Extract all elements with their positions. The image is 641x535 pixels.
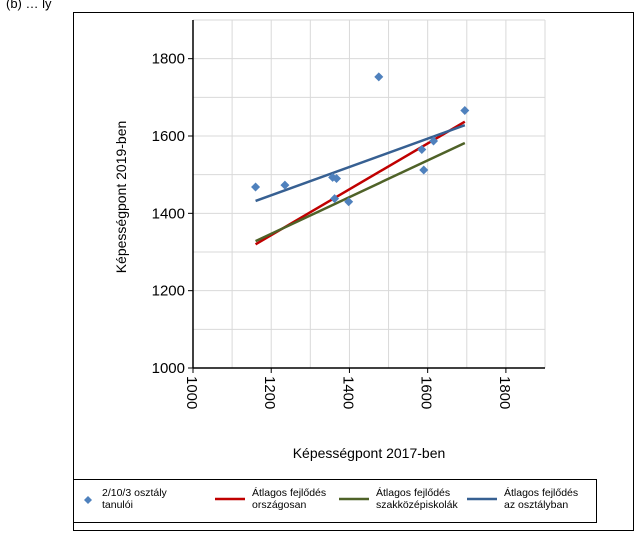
y-tick-label: 1800: [152, 51, 185, 68]
y-tick-label: 1600: [152, 128, 185, 145]
legend-label-line1: Átlagos fejlődés: [504, 486, 578, 499]
legend-label-line1: 2/10/3 osztály: [102, 487, 168, 499]
legend-label-line2: tanulói: [102, 499, 133, 511]
legend-label-line2: az osztályban: [504, 499, 568, 511]
x-tick-label: 1400: [339, 376, 356, 409]
y-tick-label: 1200: [152, 283, 185, 300]
x-axis-title: Képességpont 2017-ben: [293, 445, 446, 461]
y-tick-label: 1400: [152, 205, 185, 222]
legend-label-line1: Átlagos fejlődés: [252, 486, 326, 499]
legend-label-line2: szakközépiskolák: [376, 499, 458, 511]
x-tick-label: 1200: [261, 376, 278, 409]
y-axis-title: Képességpont 2019-ben: [113, 121, 129, 274]
header-fragment: (b) … ly: [6, 0, 52, 11]
x-tick-label: 1800: [496, 376, 513, 409]
x-tick-label: 1600: [418, 376, 435, 409]
legend-label-line1: Átlagos fejlődés: [376, 486, 450, 499]
y-tick-label: 1000: [152, 360, 185, 377]
x-tick-label: 1000: [183, 376, 200, 409]
legend-label-line2: országosan: [252, 499, 306, 511]
